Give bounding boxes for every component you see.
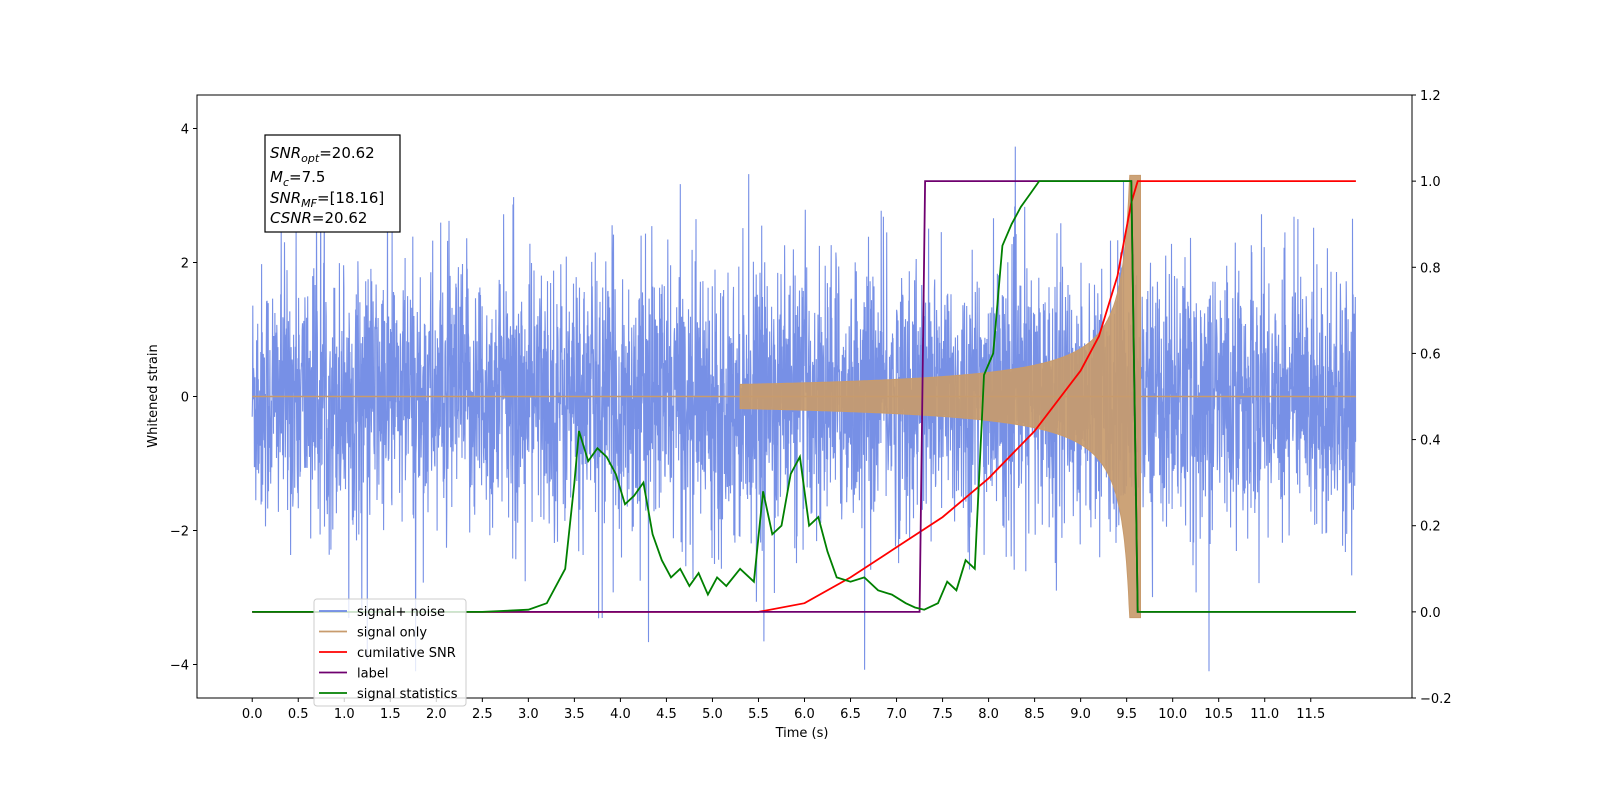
y-axis-label: Whitened strain — [146, 344, 161, 447]
x-axis: 0.0 0.5 1.0 1.5 2.0 2.5 3.0 3.5 4.0 4.5 5.0 5.5 6.0 6… — [242, 698, 1325, 722]
x-tick-label: 3.5 — [564, 707, 585, 722]
y2-tick-label: 0.0 — [1420, 606, 1441, 621]
x-tick-label: 5.5 — [748, 707, 769, 722]
x-tick-label: 4.0 — [610, 707, 631, 722]
legend-label: signal+ noise — [357, 605, 445, 620]
legend-frame — [313, 598, 467, 707]
x-tick-label: 2.5 — [472, 707, 493, 722]
y-tick-label: 4 — [181, 123, 189, 138]
x-tick-label: 11.5 — [1296, 707, 1325, 722]
x-tick-label: 6.0 — [794, 707, 815, 722]
x-tick-label: 9.0 — [1070, 707, 1091, 722]
y-tick-label: −2 — [170, 525, 189, 540]
y2-tick-label: 0.2 — [1420, 520, 1441, 535]
legend: signal+ noise signal only cumilative SNR la… — [313, 598, 467, 707]
x-tick-label: 1.0 — [334, 707, 355, 722]
x-tick-label: 11.0 — [1250, 707, 1279, 722]
legend-label: signal statistics — [357, 687, 458, 702]
y2-tick-label: 1.2 — [1420, 89, 1441, 104]
x-tick-label: 7.5 — [932, 707, 953, 722]
x-tick-label: 0.5 — [288, 707, 309, 722]
series-signal-noise-line — [251, 146, 1357, 672]
legend-label: signal only — [357, 626, 427, 641]
x-tick-label: 9.5 — [1116, 707, 1137, 722]
x-tick-label: 8.5 — [1024, 707, 1045, 722]
annotation-box: SNRopt=20.62 Mc=7.5 SNRMF=[18.16] CSNR=2… — [264, 134, 401, 233]
x-tick-label: 2.0 — [426, 707, 447, 722]
csnr-text: CSNR=20.62 — [270, 209, 367, 227]
x-tick-label: 8.0 — [978, 707, 999, 722]
y2-tick-label: −0.2 — [1420, 692, 1452, 707]
x-tick-label: 10.5 — [1204, 707, 1233, 722]
y2-tick-label: 0.8 — [1420, 261, 1441, 276]
series-signal-only-band — [739, 174, 1141, 619]
x-tick-label: 4.5 — [656, 707, 677, 722]
y-tick-label: 2 — [181, 257, 189, 272]
x-tick-label: 0.0 — [242, 707, 263, 722]
y-axis-right: −0.2 0.0 0.2 0.4 0.6 0.8 1.0 1.2 — [1412, 89, 1452, 707]
x-tick-label: 6.5 — [840, 707, 861, 722]
mc-text: Mc=7.5 — [270, 168, 325, 189]
series-signal-statistics-line — [252, 180, 1356, 613]
x-tick-label: 5.0 — [702, 707, 723, 722]
x-tick-label: 7.0 — [886, 707, 907, 722]
y2-tick-label: 1.0 — [1420, 175, 1441, 190]
x-tick-label: 10.0 — [1158, 707, 1187, 722]
snr-opt-text: SNRopt=20.62 — [270, 144, 375, 165]
series-cumilative-snr-line — [252, 180, 1356, 613]
x-tick-label: 1.5 — [380, 707, 401, 722]
legend-label: cumilative SNR — [357, 646, 456, 661]
y-tick-label: −4 — [170, 659, 189, 674]
x-tick-label: 3.0 — [518, 707, 539, 722]
y2-tick-label: 0.4 — [1420, 434, 1441, 449]
y-axis-left: −4 −2 0 2 4 — [170, 123, 197, 674]
x-axis-label: Time (s) — [775, 726, 829, 741]
y-tick-label: 0 — [181, 391, 189, 406]
y2-tick-label: 0.6 — [1420, 347, 1441, 362]
legend-label: label — [357, 667, 388, 682]
plot-area — [251, 146, 1357, 672]
snr-mf-text: SNRMF=[18.16] — [270, 189, 384, 210]
